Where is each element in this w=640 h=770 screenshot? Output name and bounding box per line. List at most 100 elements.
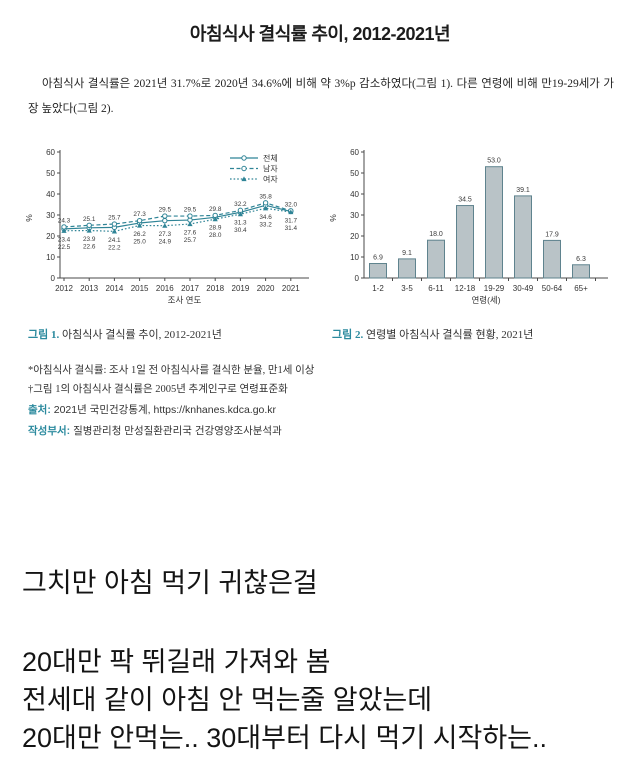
svg-text:%: %	[328, 214, 338, 222]
svg-text:29.5: 29.5	[184, 207, 197, 214]
svg-text:20: 20	[350, 232, 359, 241]
svg-text:19-29: 19-29	[484, 284, 505, 293]
svg-text:29.5: 29.5	[159, 207, 172, 214]
svg-text:50: 50	[350, 169, 359, 178]
figure1-caption: 그림 1. 아침식사 결식률 추이, 2012-2021년	[28, 326, 222, 342]
svg-text:30: 30	[350, 211, 359, 220]
svg-text:34.5: 34.5	[458, 197, 472, 204]
svg-text:60: 60	[46, 148, 55, 157]
svg-text:39.1: 39.1	[516, 187, 530, 194]
svg-text:34.6: 34.6	[259, 214, 272, 221]
svg-text:25.0: 25.0	[133, 239, 146, 246]
svg-text:33.2: 33.2	[259, 221, 272, 228]
svg-text:전체: 전체	[263, 153, 278, 163]
source-block: 출처: 2021년 국민건강통계, https://knhanes.kdca.g…	[28, 400, 282, 442]
department-text: 질병관리청 만성질환관리국 건강영양조사분석과	[73, 425, 282, 437]
svg-text:2021: 2021	[282, 284, 300, 293]
svg-text:6.3: 6.3	[576, 256, 586, 263]
svg-text:남자: 남자	[263, 164, 278, 173]
svg-text:50-64: 50-64	[542, 284, 563, 293]
svg-text:26.2: 26.2	[133, 231, 146, 238]
svg-text:27.6: 27.6	[184, 230, 197, 237]
svg-text:10: 10	[46, 253, 55, 262]
svg-text:연령(세): 연령(세)	[471, 295, 500, 305]
comment-block: 20대만 팍 뛰길래 가져와 봄 전세대 같이 아침 안 먹는줄 알았는데 20…	[22, 643, 632, 757]
svg-text:2018: 2018	[206, 284, 224, 293]
comment-line-2: 20대만 팍 뛰길래 가져와 봄	[22, 647, 331, 677]
svg-text:2013: 2013	[80, 284, 98, 293]
svg-text:2012: 2012	[55, 284, 73, 293]
svg-text:0: 0	[355, 274, 360, 283]
svg-text:28.0: 28.0	[209, 232, 222, 239]
footnotes: *아침식사 결식률: 조사 1일 전 아침식사를 결식한 분율, 만1세 이상 …	[28, 361, 314, 399]
svg-text:1-2: 1-2	[372, 284, 384, 293]
svg-text:60: 60	[350, 148, 359, 157]
svg-text:여자: 여자	[263, 174, 278, 184]
figure2-caption: 그림 2. 연령별 아침식사 결식률 현황, 2021년	[332, 326, 533, 342]
comment-line-1: 그치만 아침 먹기 귀찮은걸	[22, 568, 318, 598]
svg-text:25.7: 25.7	[184, 237, 197, 244]
svg-text:28.9: 28.9	[209, 225, 222, 232]
svg-text:30-49: 30-49	[513, 284, 534, 293]
source-line: 출처: 2021년 국민건강통계, https://knhanes.kdca.g…	[28, 400, 282, 421]
figure1-caption-text: 아침식사 결식률 추이, 2012-2021년	[62, 329, 222, 341]
department-label: 작성부서:	[28, 425, 71, 437]
bar-chart: 0 10 20 30 40 50 60% 연령(세) 6.9 1-2 9.1 3-5 18.0 6-11 3…	[328, 148, 608, 305]
svg-text:40: 40	[46, 190, 55, 199]
svg-text:25.1: 25.1	[83, 216, 96, 223]
svg-text:12-18: 12-18	[455, 284, 476, 293]
page-title: 아침식사 결식률 추이, 2012-2021년	[189, 24, 451, 44]
figure2-caption-label: 그림 2.	[332, 329, 364, 341]
svg-text:6.9: 6.9	[373, 255, 383, 262]
summary-paragraph: 아침식사 결식률은 2021년 31.7%로 2020년 34.6%에 비해 약…	[28, 78, 614, 115]
line-chart: 0 10 20 30 40 50 60% 조사 연도 2012 2013 2014 2015 2016 2…	[24, 148, 309, 305]
figure2-caption-text: 연령별 아침식사 결식률 현황, 2021년	[366, 329, 534, 341]
svg-text:32.0: 32.0	[285, 201, 298, 208]
svg-text:32.2: 32.2	[234, 201, 247, 208]
svg-text:40: 40	[350, 190, 359, 199]
svg-text:6-11: 6-11	[428, 284, 444, 293]
svg-text:2020: 2020	[257, 284, 275, 293]
svg-text:31.3: 31.3	[234, 220, 247, 227]
department-line: 작성부서: 질병관리청 만성질환관리국 건강영양조사분석과	[28, 421, 282, 442]
svg-text:27.3: 27.3	[133, 211, 146, 218]
svg-text:18.0: 18.0	[429, 231, 443, 238]
svg-text:35.8: 35.8	[259, 193, 272, 200]
svg-text:2014: 2014	[106, 284, 124, 293]
svg-text:22.2: 22.2	[108, 244, 121, 251]
svg-text:25.7: 25.7	[108, 215, 121, 222]
svg-text:9.1: 9.1	[402, 250, 412, 257]
figure1-caption-label: 그림 1.	[28, 329, 60, 341]
svg-text:23.9: 23.9	[83, 236, 96, 243]
svg-text:%: %	[24, 214, 34, 222]
svg-text:50: 50	[46, 169, 55, 178]
svg-text:23.4: 23.4	[58, 236, 71, 243]
svg-text:27.3: 27.3	[159, 231, 172, 238]
svg-text:2015: 2015	[131, 284, 149, 293]
footnote-definition: *아침식사 결식률: 조사 1일 전 아침식사를 결식한 분율, 만1세 이상	[28, 365, 315, 376]
svg-text:31.7: 31.7	[285, 218, 298, 225]
svg-text:2017: 2017	[181, 284, 199, 293]
svg-text:24.1: 24.1	[108, 237, 121, 244]
svg-text:29.8: 29.8	[209, 206, 222, 213]
svg-text:22.6: 22.6	[83, 244, 96, 251]
svg-text:22.5: 22.5	[58, 244, 71, 251]
source-text: 2021년 국민건강통계, https://knhanes.kdca.go.kr	[53, 404, 277, 416]
svg-text:3-5: 3-5	[401, 284, 413, 293]
footnote-standardization: †그림 1의 아침식사 결식률은 2005년 추계인구로 연령표준화	[28, 384, 288, 395]
comment-line-4: 20대만 안먹는.. 30대부터 다시 먹기 시작하는..	[22, 723, 548, 753]
svg-text:30.4: 30.4	[234, 227, 247, 234]
svg-text:20: 20	[46, 232, 55, 241]
svg-text:10: 10	[350, 253, 359, 262]
svg-text:조사 연도: 조사 연도	[168, 295, 202, 305]
svg-text:2019: 2019	[232, 284, 250, 293]
svg-text:24.9: 24.9	[159, 239, 172, 246]
svg-text:65+: 65+	[574, 284, 588, 293]
svg-text:30: 30	[46, 211, 55, 220]
svg-text:17.9: 17.9	[545, 231, 559, 238]
svg-text:2016: 2016	[156, 284, 174, 293]
source-label: 출처:	[28, 404, 51, 416]
comment-line-3: 전세대 같이 아침 안 먹는줄 알았는데	[22, 685, 433, 715]
svg-text:0: 0	[51, 274, 56, 283]
